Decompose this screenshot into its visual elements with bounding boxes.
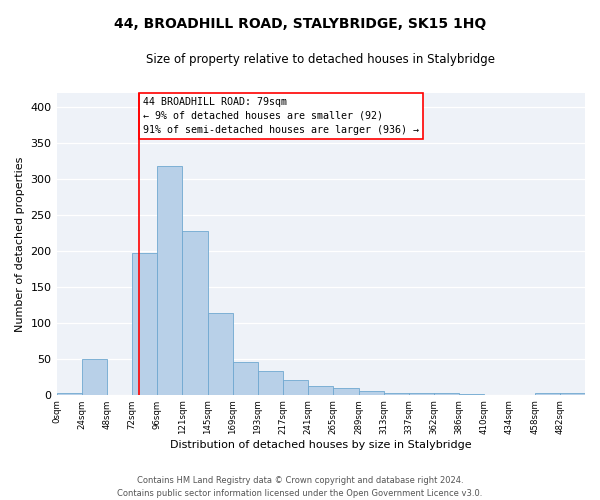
Text: Contains HM Land Registry data © Crown copyright and database right 2024.
Contai: Contains HM Land Registry data © Crown c… <box>118 476 482 498</box>
Bar <box>359 391 383 394</box>
Bar <box>82 359 107 394</box>
Title: Size of property relative to detached houses in Stalybridge: Size of property relative to detached ho… <box>146 52 495 66</box>
Text: 44, BROADHILL ROAD, STALYBRIDGE, SK15 1HQ: 44, BROADHILL ROAD, STALYBRIDGE, SK15 1H… <box>114 18 486 32</box>
Bar <box>258 371 283 394</box>
Y-axis label: Number of detached properties: Number of detached properties <box>15 156 25 332</box>
Bar <box>132 253 157 394</box>
Bar <box>182 231 208 394</box>
Bar <box>283 380 308 394</box>
Bar <box>157 166 182 394</box>
Bar <box>308 386 334 394</box>
Bar <box>233 362 258 394</box>
Bar <box>560 392 585 394</box>
Text: 44 BROADHILL ROAD: 79sqm
← 9% of detached houses are smaller (92)
91% of semi-de: 44 BROADHILL ROAD: 79sqm ← 9% of detache… <box>143 96 419 134</box>
Bar <box>383 392 409 394</box>
Bar <box>334 388 359 394</box>
Bar <box>208 313 233 394</box>
X-axis label: Distribution of detached houses by size in Stalybridge: Distribution of detached houses by size … <box>170 440 472 450</box>
